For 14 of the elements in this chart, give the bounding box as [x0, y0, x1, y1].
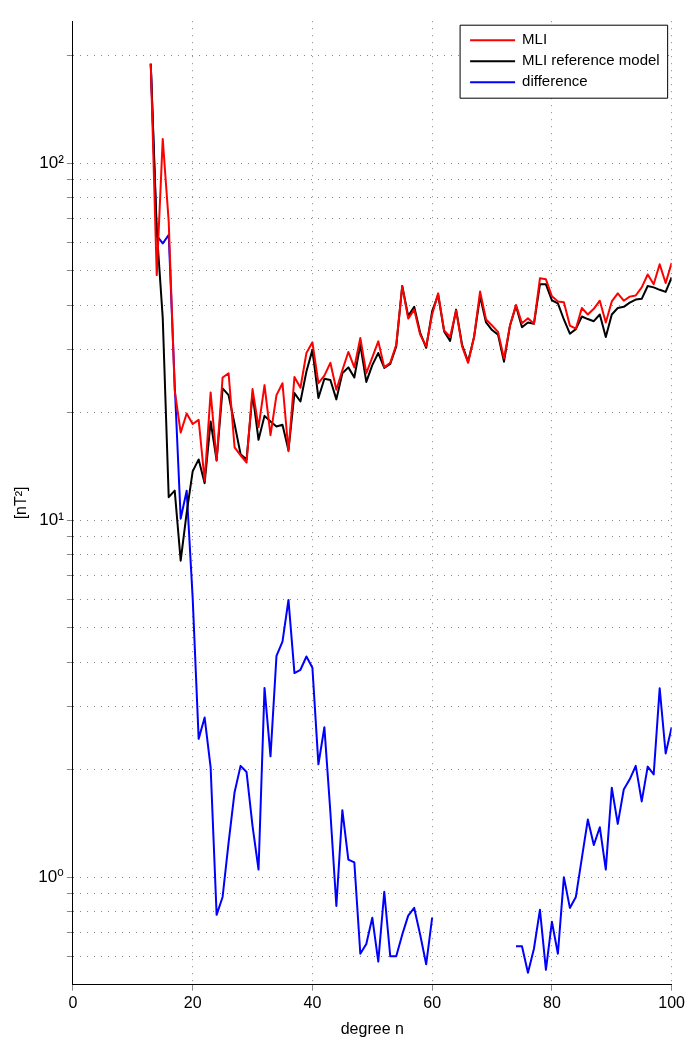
y-tick-label: 10²	[39, 152, 65, 172]
y-tick-label: 10¹	[39, 509, 65, 529]
x-tick-label: 80	[543, 993, 561, 1011]
x-tick-label: 100	[658, 993, 686, 1011]
y-axis-title: [nT²]	[12, 486, 30, 520]
y-tick-label: 10⁰	[38, 866, 65, 886]
legend-label: MLI reference model	[522, 51, 660, 69]
x-axis-title: degree n	[340, 1019, 404, 1037]
legend-label: MLI	[522, 30, 548, 48]
legend-label: difference	[522, 72, 588, 90]
x-tick-label: 0	[68, 993, 78, 1011]
x-tick-label: 60	[423, 993, 442, 1011]
x-tick-label: 20	[183, 993, 202, 1011]
x-tick-label: 40	[303, 993, 322, 1011]
